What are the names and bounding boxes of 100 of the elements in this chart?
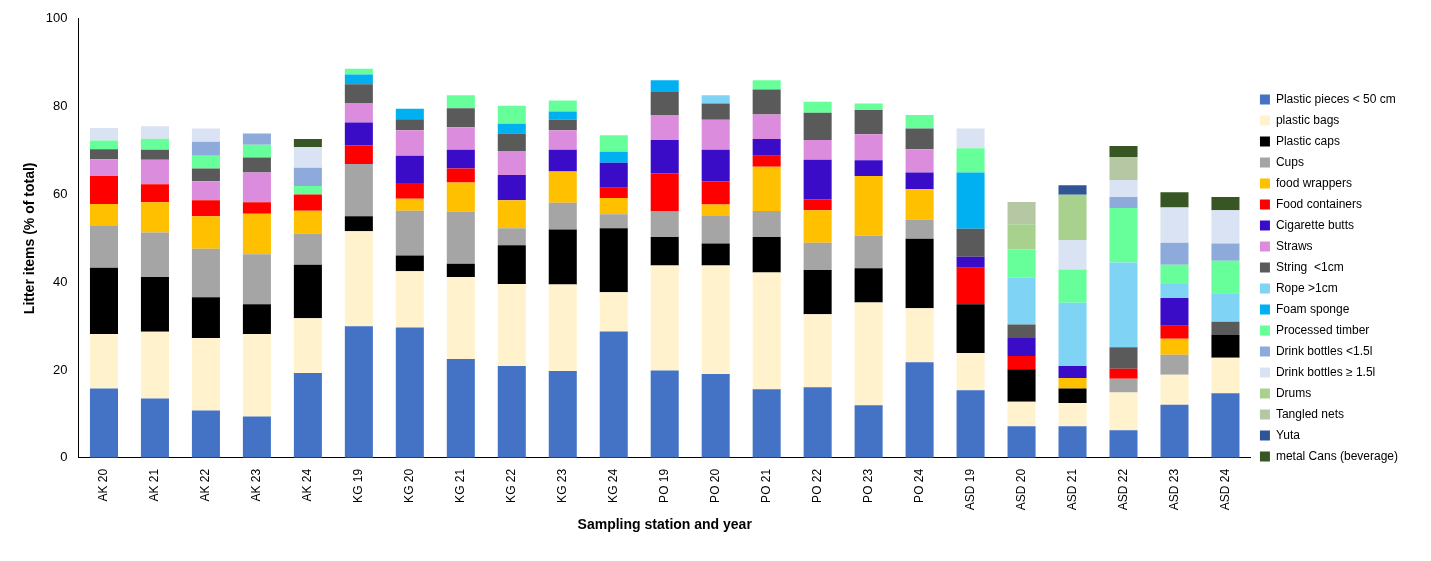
legend-label: Food containers bbox=[1275, 196, 1363, 211]
bar bbox=[752, 80, 781, 90]
bar bbox=[650, 370, 679, 458]
bar bbox=[803, 387, 832, 458]
bar bbox=[599, 292, 628, 332]
x-axis-title: Sampling station and year bbox=[577, 516, 753, 533]
bar bbox=[89, 334, 118, 389]
bar bbox=[701, 243, 730, 266]
bar bbox=[752, 272, 781, 390]
bar bbox=[1007, 426, 1036, 458]
x-tick-label: PO 22 bbox=[809, 468, 824, 503]
bar bbox=[344, 145, 373, 165]
bar bbox=[803, 314, 832, 388]
bar bbox=[1211, 321, 1240, 335]
bar bbox=[446, 149, 475, 169]
bar bbox=[191, 200, 220, 217]
bar bbox=[650, 211, 679, 238]
bar bbox=[395, 119, 424, 131]
bar bbox=[242, 202, 271, 214]
bar bbox=[293, 186, 322, 195]
bar bbox=[497, 200, 526, 229]
x-tick-label: KG 24 bbox=[606, 468, 621, 503]
legend-label: Plastic pieces < 50 cm bbox=[1275, 91, 1396, 106]
legend-label: Straws bbox=[1275, 238, 1313, 253]
bar bbox=[1007, 324, 1036, 338]
bar bbox=[395, 210, 424, 256]
legend-label: Foam sponge bbox=[1275, 301, 1350, 316]
bar bbox=[242, 157, 271, 173]
bar bbox=[956, 148, 985, 173]
bar bbox=[140, 202, 169, 233]
bar bbox=[1109, 430, 1138, 458]
bar bbox=[191, 181, 220, 201]
bar bbox=[650, 114, 679, 140]
bar bbox=[1109, 262, 1138, 348]
bar bbox=[905, 189, 934, 220]
bar bbox=[497, 283, 526, 367]
bar bbox=[293, 194, 322, 211]
legend-label: Yuta bbox=[1275, 427, 1301, 442]
bar bbox=[1211, 197, 1240, 211]
bar bbox=[1160, 374, 1189, 405]
bar bbox=[803, 210, 832, 243]
y-tick-label: 100 bbox=[45, 10, 68, 26]
bar bbox=[1007, 401, 1036, 427]
x-tick-label: PO 24 bbox=[911, 468, 926, 503]
legend-label: Tangled nets bbox=[1275, 406, 1345, 421]
bar bbox=[701, 181, 730, 205]
x-tick-label: AK 24 bbox=[300, 468, 315, 502]
bar bbox=[701, 149, 730, 182]
bar bbox=[344, 164, 373, 217]
bar bbox=[752, 166, 781, 212]
bar bbox=[140, 331, 169, 399]
bar bbox=[446, 127, 475, 150]
bar bbox=[1211, 293, 1240, 322]
bar bbox=[701, 119, 730, 150]
y-tick-label: 60 bbox=[53, 186, 68, 201]
bar bbox=[446, 359, 475, 458]
bar bbox=[293, 318, 322, 374]
bar bbox=[701, 373, 730, 458]
bar bbox=[752, 139, 781, 156]
bar bbox=[1058, 194, 1087, 241]
bar bbox=[650, 92, 679, 115]
bar bbox=[140, 126, 169, 139]
bar bbox=[752, 389, 781, 458]
bar bbox=[1007, 201, 1036, 225]
bar bbox=[1109, 197, 1138, 209]
bar bbox=[446, 276, 475, 360]
bar bbox=[89, 204, 118, 227]
bar bbox=[1211, 260, 1240, 294]
bar bbox=[956, 304, 985, 353]
legend-label: String <1cm bbox=[1275, 259, 1344, 274]
bar bbox=[1160, 325, 1189, 339]
bar bbox=[854, 268, 883, 303]
bar bbox=[497, 150, 526, 176]
bar bbox=[599, 135, 628, 152]
bar bbox=[599, 228, 628, 293]
x-tick-label: AK 22 bbox=[198, 468, 213, 502]
bar bbox=[344, 231, 373, 327]
bar bbox=[1109, 146, 1138, 158]
x-tick-label: KG 22 bbox=[504, 468, 519, 503]
bar bbox=[650, 173, 679, 212]
bar bbox=[1007, 369, 1036, 402]
bar bbox=[140, 398, 169, 458]
bar bbox=[650, 237, 679, 266]
bar bbox=[293, 373, 322, 458]
bar bbox=[854, 175, 883, 236]
y-tick-label: 40 bbox=[53, 273, 68, 289]
bar bbox=[89, 149, 118, 160]
bar bbox=[905, 114, 934, 129]
bar bbox=[446, 182, 475, 212]
bar bbox=[1007, 355, 1036, 370]
bar bbox=[650, 265, 679, 371]
bar bbox=[1007, 337, 1036, 356]
x-tick-label: PO 23 bbox=[860, 468, 875, 503]
bar bbox=[803, 269, 832, 315]
bar bbox=[446, 211, 475, 264]
legend-label: plastic bags bbox=[1275, 112, 1340, 127]
bar bbox=[140, 276, 169, 332]
bar bbox=[548, 229, 577, 285]
bar bbox=[140, 149, 169, 160]
bar bbox=[191, 216, 220, 249]
